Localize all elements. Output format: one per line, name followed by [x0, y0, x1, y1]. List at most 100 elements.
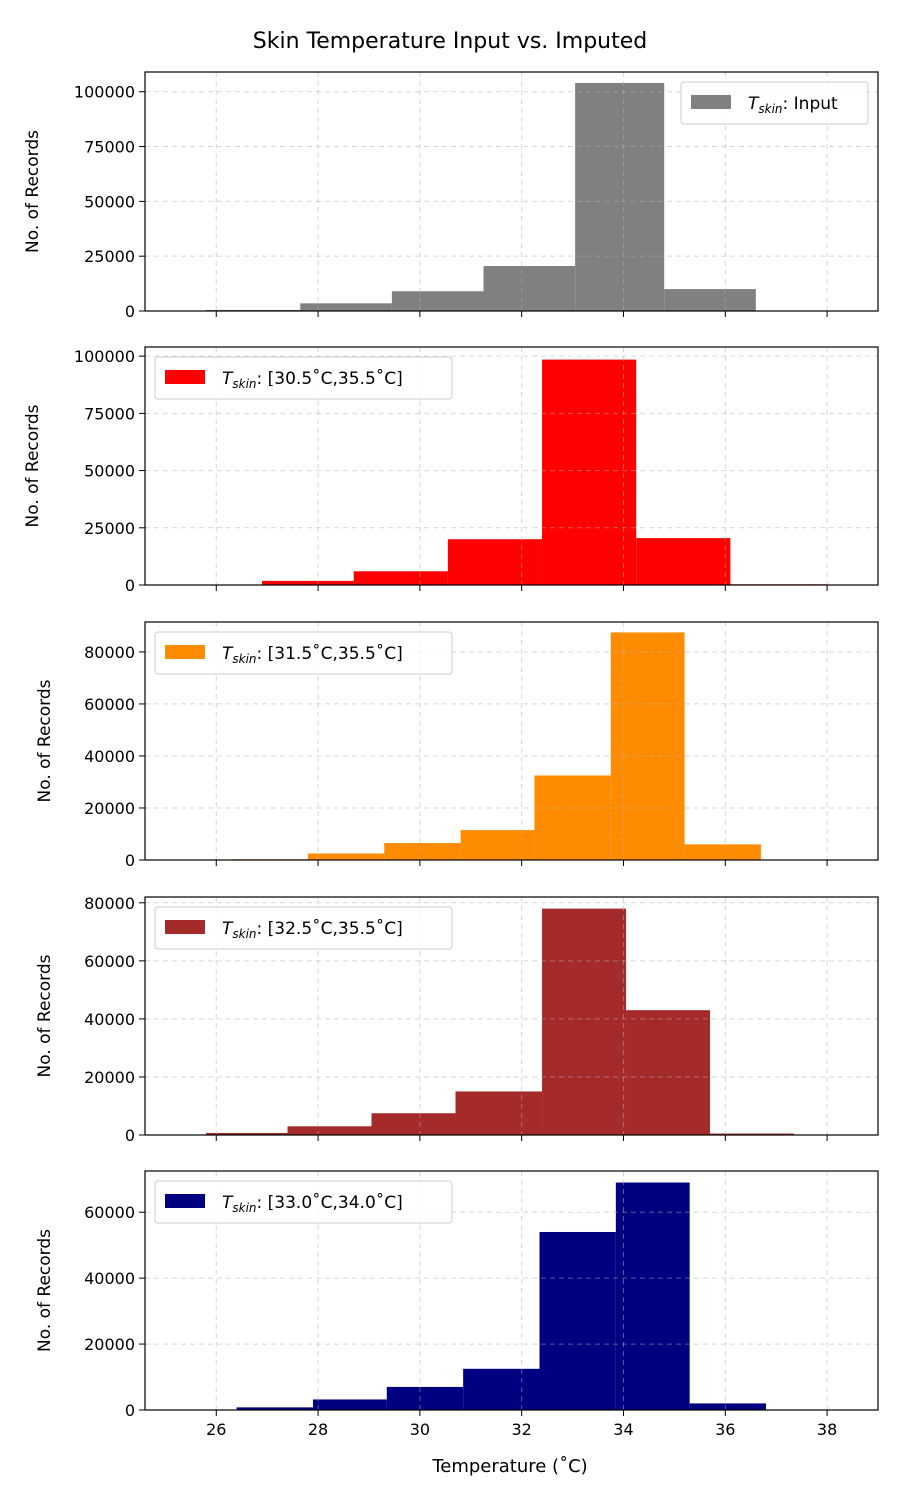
panel-5: 0 20000 40000 60000 26 28 30 32 34 36 38 No. of Rec…	[35, 1170, 879, 1439]
histogram-bar	[636, 538, 731, 585]
legend: Tskin: Input	[680, 81, 869, 125]
legend-label: Tskin: [32.5˚C,35.5˚C]	[222, 918, 403, 941]
histogram-bar	[353, 571, 448, 585]
histogram-bar	[384, 843, 461, 860]
histogram-bar	[386, 1386, 464, 1410]
histogram-bar	[463, 1368, 540, 1410]
chart-title: Skin Temperature Input vs. Imputed	[253, 29, 648, 54]
histogram-bar	[312, 1399, 387, 1410]
y-tick-label: 40000	[84, 747, 135, 766]
axes-frame	[144, 1170, 879, 1411]
y-tick-label: 20000	[84, 799, 135, 818]
axes-frame	[144, 346, 879, 586]
legend-box	[680, 81, 869, 125]
x-tick-label: 32	[512, 1420, 532, 1439]
y-axis-label: No. of Records	[35, 1229, 55, 1352]
y-tick-label: 0	[125, 1126, 135, 1145]
y-tick-label: 75000	[84, 138, 135, 157]
panel-3: 0 20000 40000 60000 80000 No. of Records Tskin…	[35, 621, 879, 870]
legend-label: Tskin: [33.0˚C,34.0˚C]	[222, 1192, 403, 1215]
panels: 0 25000 50000 75000 100000 No. of Records Tski…	[23, 71, 879, 1439]
panel-4: 0 20000 40000 60000 80000 No. of Records Tskin…	[35, 894, 879, 1145]
y-tick-label: 0	[125, 576, 135, 595]
y-axis-label: No. of Records	[35, 679, 55, 802]
panel-2: 0 25000 50000 75000 100000 No. of Records Tski…	[23, 346, 879, 595]
y-tick-label: 80000	[84, 643, 135, 662]
x-tick-label: 34	[613, 1420, 633, 1439]
histogram-bar	[391, 291, 484, 311]
histogram-bar	[575, 82, 665, 311]
histogram-bar	[689, 1403, 767, 1410]
legend-box	[154, 631, 453, 675]
panel-1: 0 25000 50000 75000 100000 No. of Records Tski…	[23, 71, 879, 321]
histogram-bar	[615, 1182, 690, 1410]
axes-frame	[144, 621, 879, 861]
y-tick-label: 40000	[84, 1269, 135, 1288]
histogram-bar	[483, 266, 576, 311]
y-tick-label: 0	[125, 1401, 135, 1420]
histogram-bar	[534, 775, 611, 860]
histogram-bar	[371, 1113, 456, 1135]
y-tick-label: 80000	[84, 894, 135, 913]
legend-swatch	[691, 95, 731, 109]
y-tick-label: 50000	[84, 462, 135, 481]
y-axis-label: No. of Records	[35, 954, 55, 1077]
y-tick-label: 60000	[84, 952, 135, 971]
x-tick-label: 26	[206, 1420, 226, 1439]
y-tick-label: 0	[125, 851, 135, 870]
legend-swatch	[165, 370, 205, 384]
y-tick-label: 100000	[74, 347, 135, 366]
legend-label: Tskin: [31.5˚C,35.5˚C]	[222, 643, 403, 666]
histogram-bar	[287, 1126, 372, 1135]
histogram-bar	[455, 1091, 543, 1135]
x-tick-label: 38	[817, 1420, 837, 1439]
legend: Tskin: [31.5˚C,35.5˚C]	[154, 631, 453, 675]
legend-label: Tskin: [30.5˚C,35.5˚C]	[222, 368, 403, 391]
histogram-bar	[300, 303, 392, 311]
histogram-bar	[542, 908, 627, 1135]
histogram-bar	[610, 632, 685, 860]
legend-label: Tskin: Input	[748, 94, 838, 116]
y-tick-label: 100000	[74, 83, 135, 102]
legend-swatch	[165, 1194, 205, 1208]
y-tick-label: 20000	[84, 1068, 135, 1087]
x-axis-label: Temperature (˚C)	[431, 1456, 587, 1477]
histogram-bar	[447, 539, 543, 585]
axes-frame	[144, 71, 879, 312]
x-tick-label: 28	[308, 1420, 328, 1439]
y-tick-label: 40000	[84, 1010, 135, 1029]
histogram-bar	[664, 289, 756, 311]
y-tick-label: 60000	[84, 695, 135, 714]
histogram-bar	[626, 1010, 711, 1135]
legend-box	[154, 1180, 453, 1224]
histogram-bar	[539, 1231, 616, 1410]
x-tick-label: 36	[715, 1420, 735, 1439]
legend-swatch	[165, 920, 205, 934]
histogram-bar	[307, 853, 385, 860]
y-tick-label: 0	[125, 302, 135, 321]
histogram-bar	[206, 1132, 288, 1135]
y-tick-label: 75000	[84, 404, 135, 423]
y-tick-label: 50000	[84, 192, 135, 211]
legend: Tskin: [30.5˚C,35.5˚C]	[154, 356, 453, 400]
y-axis-label: No. of Records	[23, 404, 43, 527]
histogram-bar	[542, 359, 637, 585]
legend-swatch	[165, 645, 205, 659]
histogram-bar	[236, 1407, 313, 1410]
histogram-bar	[684, 844, 761, 860]
histogram-bar	[710, 1133, 795, 1135]
histogram-bar	[262, 580, 354, 585]
x-tick-label: 30	[410, 1420, 430, 1439]
y-axis-label: No. of Records	[23, 130, 43, 253]
axes-frame	[144, 896, 879, 1136]
y-tick-label: 20000	[84, 1335, 135, 1354]
y-tick-label: 60000	[84, 1203, 135, 1222]
y-tick-label: 25000	[84, 519, 135, 538]
y-tick-label: 25000	[84, 247, 135, 266]
legend: Tskin: [33.0˚C,34.0˚C]	[154, 1180, 453, 1224]
legend-box	[154, 906, 453, 950]
histogram-bar	[460, 830, 535, 860]
legend: Tskin: [32.5˚C,35.5˚C]	[154, 906, 453, 950]
legend-box	[154, 356, 453, 400]
